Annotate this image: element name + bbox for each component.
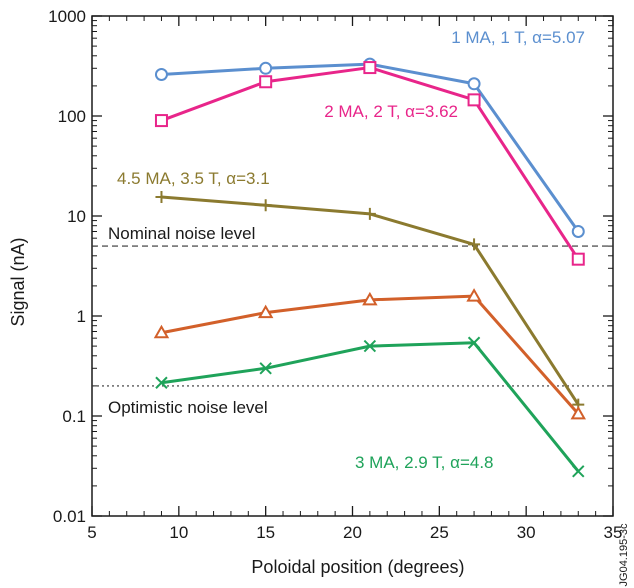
- x-tick-label: 5: [87, 523, 96, 542]
- series-label-4: 3 MA, 2.9 T, α=4.8: [355, 453, 494, 472]
- series-4: [155, 336, 585, 478]
- reference-lines: Nominal noise level Optimistic noise leve…: [92, 224, 613, 417]
- x-tick-label: 30: [517, 523, 536, 542]
- y-tick-label: 1: [77, 307, 86, 326]
- x-tick-label: 10: [169, 523, 188, 542]
- data-point-triangle: [153, 324, 170, 339]
- data-series: [153, 57, 586, 478]
- plot-axes: 5 10 15 20 25 30 35 0.01 0.1 1 10 100 1000: [48, 7, 622, 542]
- x-tick-label: 20: [343, 523, 362, 542]
- annotations: 1 MA, 1 T, α=5.07 2 MA, 2 T, α=3.62 4.5 MA…: [117, 28, 585, 472]
- data-point-square: [154, 114, 168, 128]
- data-point-x: [572, 465, 585, 478]
- x-axis-title: Poloidal position (degrees): [251, 557, 464, 577]
- data-point-square: [571, 252, 585, 266]
- data-point-triangle: [570, 405, 586, 420]
- y-axis-title: Signal (nA): [8, 237, 28, 326]
- data-point-square: [259, 75, 273, 89]
- data-point-x: [363, 339, 377, 353]
- y-tick-label: 0.1: [62, 407, 86, 426]
- data-point-square: [467, 93, 481, 107]
- data-point-triangle: [466, 288, 482, 302]
- series-1: [154, 61, 585, 266]
- series-line: [161, 62, 580, 233]
- figure-id: JG04.195-3c: [618, 523, 630, 586]
- data-point-square: [363, 61, 377, 75]
- data-point-triangle: [257, 304, 274, 319]
- data-point-circle: [571, 224, 585, 238]
- x-tick-label: 35: [604, 523, 623, 542]
- series-label-1: 2 MA, 2 T, α=3.62: [324, 102, 458, 121]
- data-point-x: [259, 362, 272, 375]
- data-point-plus: [155, 190, 168, 203]
- data-point-x: [467, 336, 481, 349]
- series-3: [153, 288, 586, 420]
- series-2: [155, 190, 585, 411]
- x-tick-label: 25: [430, 523, 449, 542]
- plot-frame: [91, 15, 614, 517]
- data-point-plus: [468, 238, 481, 251]
- y-tick-label: 0.01: [53, 507, 86, 526]
- y-tick-label: 1000: [48, 7, 86, 26]
- optimistic-noise-label: Optimistic noise level: [108, 398, 268, 417]
- series-label-0: 1 MA, 1 T, α=5.07: [451, 28, 585, 47]
- x-tick-label: 15: [256, 523, 275, 542]
- y-tick-label: 10: [67, 207, 86, 226]
- data-point-x: [155, 376, 168, 389]
- data-point-triangle: [362, 291, 378, 306]
- series-label-2: 4.5 MA, 3.5 T, α=3.1: [117, 169, 270, 188]
- data-point-plus: [363, 207, 376, 220]
- y-tick-label: 100: [58, 107, 86, 126]
- nominal-noise-label: Nominal noise level: [108, 224, 255, 243]
- data-point-circle: [154, 68, 168, 82]
- data-point-circle: [259, 61, 273, 75]
- data-point-circle: [467, 77, 481, 91]
- data-point-plus: [259, 199, 272, 212]
